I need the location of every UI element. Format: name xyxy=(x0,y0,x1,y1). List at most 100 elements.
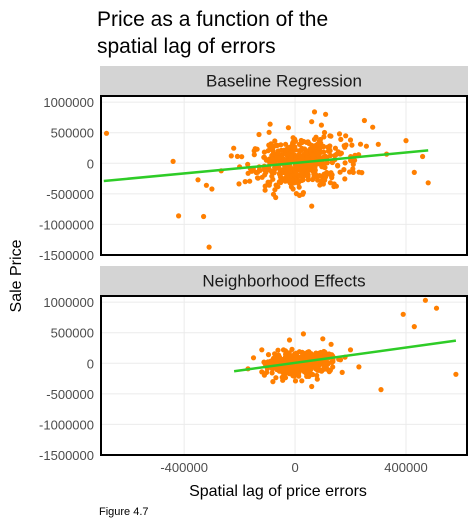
data-point xyxy=(321,129,328,136)
data-point xyxy=(320,143,326,149)
data-point xyxy=(259,347,265,353)
y-tick-label: 500000 xyxy=(51,126,94,141)
data-point xyxy=(347,137,354,143)
data-point xyxy=(299,156,305,162)
y-tick-label: 500000 xyxy=(51,326,94,341)
fit-line xyxy=(233,339,457,373)
data-point xyxy=(321,161,327,167)
y-tick-label: 1000000 xyxy=(43,295,94,310)
chart-title-line-2: spatial lag of errors xyxy=(97,35,276,58)
data-point xyxy=(283,369,289,376)
chart-title-line-1: Price as a function of the xyxy=(97,8,329,31)
data-point xyxy=(273,357,279,363)
data-point xyxy=(195,177,201,183)
data-point xyxy=(342,176,348,182)
data-point xyxy=(313,172,319,179)
data-point xyxy=(287,164,293,170)
data-point xyxy=(305,156,311,162)
data-point xyxy=(283,141,289,147)
data-point xyxy=(341,167,347,173)
data-point xyxy=(296,184,302,190)
facet-panel: Baseline Regression 1000000 500000 0 -500000… xyxy=(39,66,468,263)
data-point xyxy=(103,130,110,136)
data-point xyxy=(300,331,306,337)
chart-title: Price as a function of the spatial lag o… xyxy=(97,6,467,60)
data-point xyxy=(308,351,314,357)
data-point xyxy=(312,162,318,168)
data-point xyxy=(378,387,384,393)
x-tick-label: 0 xyxy=(291,460,298,475)
data-point xyxy=(300,367,306,373)
data-point xyxy=(337,357,344,363)
data-point xyxy=(273,182,279,188)
data-point xyxy=(325,367,331,373)
data-point xyxy=(300,190,306,196)
data-point xyxy=(203,182,209,188)
data-point xyxy=(274,142,280,148)
data-point xyxy=(339,369,345,375)
data-point xyxy=(352,157,358,163)
data-point xyxy=(341,143,347,149)
data-point xyxy=(255,175,261,181)
data-point xyxy=(256,167,263,173)
data-point xyxy=(343,133,349,139)
data-point xyxy=(286,337,293,343)
data-point xyxy=(267,121,273,127)
data-point xyxy=(299,170,305,176)
data-point xyxy=(265,179,271,185)
data-point xyxy=(350,169,356,175)
data-point xyxy=(201,213,207,220)
data-point xyxy=(277,355,283,361)
data-point xyxy=(249,168,255,174)
data-point xyxy=(275,347,281,353)
data-point xyxy=(361,117,367,124)
data-point xyxy=(309,383,315,390)
data-point xyxy=(333,151,339,157)
y-tick-label: 1000000 xyxy=(43,95,94,110)
data-point xyxy=(292,147,299,153)
data-point xyxy=(251,152,257,158)
data-point xyxy=(349,142,355,148)
data-point xyxy=(296,349,302,355)
figure-caption: Figure 4.7 xyxy=(99,506,149,518)
data-point xyxy=(276,165,282,171)
data-point xyxy=(347,347,354,353)
data-point xyxy=(272,138,278,144)
data-point xyxy=(206,244,212,250)
data-point xyxy=(370,124,376,130)
data-point xyxy=(288,184,294,190)
data-point xyxy=(284,173,291,180)
data-point xyxy=(356,364,362,370)
data-point xyxy=(266,142,272,148)
y-tick-label: -1500000 xyxy=(39,448,94,463)
data-point xyxy=(327,180,333,186)
data-point xyxy=(336,131,343,137)
data-point xyxy=(337,169,343,175)
data-point xyxy=(317,182,323,188)
data-point xyxy=(269,173,275,179)
data-point xyxy=(315,141,321,147)
data-point xyxy=(304,369,310,376)
data-point xyxy=(228,153,234,159)
data-point xyxy=(259,369,265,375)
data-point xyxy=(411,169,417,175)
y-tick-label: -1000000 xyxy=(39,417,94,432)
data-point xyxy=(314,150,320,156)
y-axis-title: Sale Price xyxy=(8,239,25,312)
data-point xyxy=(269,370,275,376)
data-point xyxy=(433,305,440,311)
data-point xyxy=(348,157,354,164)
data-point xyxy=(320,336,326,342)
data-point xyxy=(247,178,253,184)
data-point xyxy=(265,352,272,358)
data-point xyxy=(242,179,248,185)
data-point xyxy=(411,324,417,330)
data-point xyxy=(422,297,428,303)
data-point xyxy=(299,139,305,146)
data-point xyxy=(256,131,262,138)
facet-strip xyxy=(100,66,468,95)
data-point xyxy=(306,141,312,147)
data-point xyxy=(307,362,313,368)
data-point xyxy=(299,378,305,384)
